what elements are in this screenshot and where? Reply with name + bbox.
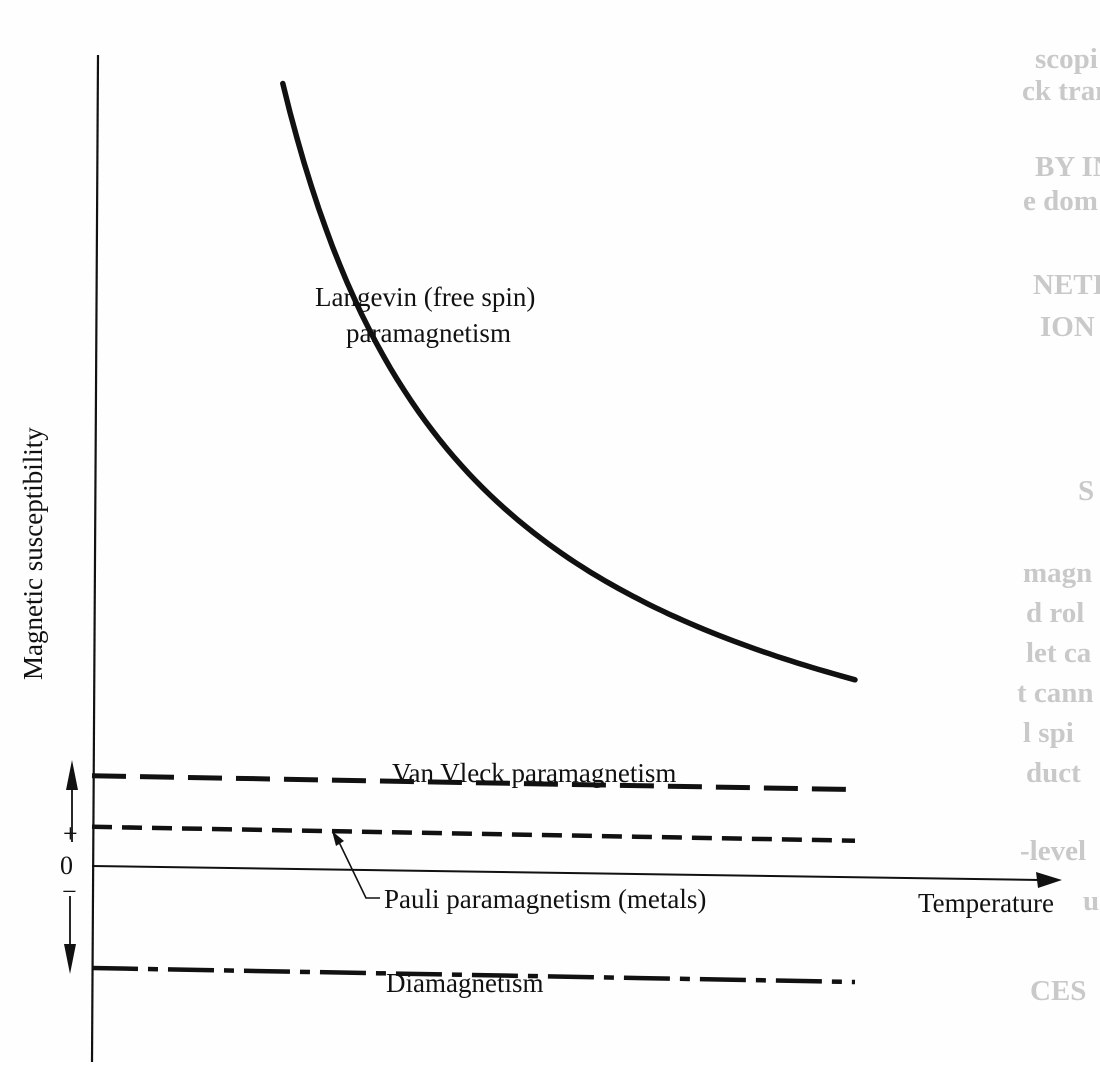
positive-arrowhead (66, 760, 78, 790)
y-axis-line (90, 54, 100, 1063)
bleed-text: CES (1030, 975, 1086, 1007)
x-axis-line (91, 865, 1041, 881)
pauli-label: Pauli paramagnetism (metals) (384, 884, 706, 914)
y-tick-plus: + (63, 819, 78, 848)
y-tick-zero: 0 (60, 851, 73, 880)
vanvleck-label: Van Vleck paramagnetism (392, 758, 676, 788)
bleed-text: t cann (1017, 677, 1094, 709)
bleed-text: S (1078, 475, 1094, 507)
x-axis-label: Temperature (918, 888, 1054, 918)
langevin-series-line (280, 80, 858, 683)
bleed-text: scopi (1035, 43, 1098, 75)
vanvleck-series-line (91, 773, 856, 793)
langevin-label-line1: Langevin (free spin) (315, 282, 535, 312)
bleed-text: duct (1026, 757, 1081, 789)
bleed-text: u (1083, 885, 1099, 917)
negative-arrowhead (64, 944, 76, 974)
pauli-leader-arrowhead (332, 831, 344, 846)
pauli-series-line (91, 824, 856, 843)
bleed-text: ck tran (1022, 75, 1100, 107)
bleed-text: let ca (1026, 637, 1092, 669)
diamagnetism-label: Diamagnetism (386, 968, 543, 998)
bleed-text: ION (1040, 311, 1095, 343)
bleed-text: BY IN (1035, 151, 1100, 183)
bleed-text: d rol (1026, 597, 1084, 629)
y-tick-minus: − (62, 877, 77, 906)
bleed-text: NETI (1033, 269, 1100, 301)
bleed-through-text-group: scopi ck tran BY IN e dom NETI ION S mag… (1017, 43, 1100, 1007)
langevin-label-line2: paramagnetism (346, 318, 511, 348)
pauli-leader-line (337, 839, 380, 899)
x-axis-arrowhead (1036, 872, 1062, 888)
y-axis-label: Magnetic susceptibility (18, 427, 48, 680)
bleed-text: e dom (1023, 185, 1098, 217)
bleed-text: l spi (1023, 717, 1074, 749)
diamagnetism-series-line (91, 965, 856, 985)
bleed-text: magn (1023, 557, 1092, 589)
bleed-text: -level (1020, 835, 1086, 867)
